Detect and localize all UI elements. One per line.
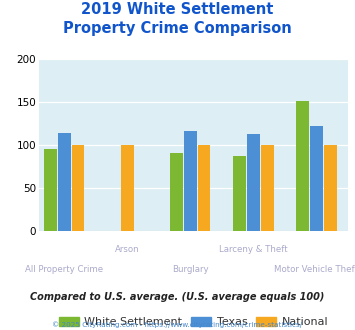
Bar xyxy=(310,126,323,231)
Text: All Property Crime: All Property Crime xyxy=(25,265,103,274)
Text: 2019 White Settlement: 2019 White Settlement xyxy=(81,2,274,16)
Bar xyxy=(170,153,183,231)
Bar xyxy=(324,145,337,231)
Text: Burglary: Burglary xyxy=(172,265,209,274)
Bar xyxy=(72,145,84,231)
Text: Larceny & Theft: Larceny & Theft xyxy=(219,245,288,254)
Bar xyxy=(261,145,273,231)
Text: Property Crime Comparison: Property Crime Comparison xyxy=(63,21,292,36)
Legend: White Settlement, Texas, National: White Settlement, Texas, National xyxy=(54,312,333,330)
Text: Motor Vehicle Theft: Motor Vehicle Theft xyxy=(274,265,355,274)
Text: © 2025 CityRating.com - https://www.cityrating.com/crime-statistics/: © 2025 CityRating.com - https://www.city… xyxy=(53,322,302,328)
Text: Compared to U.S. average. (U.S. average equals 100): Compared to U.S. average. (U.S. average … xyxy=(30,292,325,302)
Bar xyxy=(233,156,246,231)
Bar xyxy=(44,149,57,231)
Bar xyxy=(296,101,309,231)
Bar xyxy=(247,134,260,231)
Text: Arson: Arson xyxy=(115,245,140,254)
Bar xyxy=(198,145,211,231)
Bar xyxy=(184,131,197,231)
Bar xyxy=(121,145,133,231)
Bar xyxy=(58,133,71,231)
